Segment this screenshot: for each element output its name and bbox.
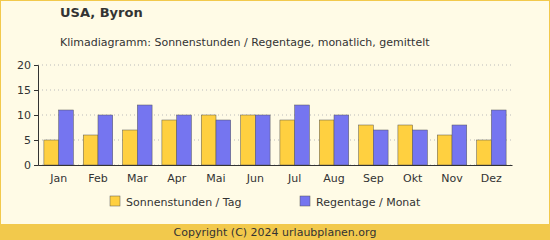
axis-line bbox=[34, 66, 39, 166]
tick: Jul bbox=[287, 165, 301, 185]
grid-line bbox=[38, 90, 512, 91]
tick: 20 bbox=[17, 59, 38, 72]
footer-text: Copyright (C) 2024 urlaubplanen.org bbox=[174, 226, 377, 239]
bar bbox=[413, 130, 428, 165]
bar bbox=[373, 130, 388, 165]
tick-mark bbox=[34, 140, 38, 141]
tick: 5 bbox=[24, 134, 38, 147]
bars bbox=[44, 105, 506, 165]
series bbox=[59, 105, 506, 165]
tick-mark bbox=[34, 90, 38, 91]
tick: Mai bbox=[206, 165, 225, 185]
tick-label: 15 bbox=[17, 84, 31, 97]
tick-label: Aug bbox=[323, 172, 344, 185]
tick-label: Mai bbox=[206, 172, 225, 185]
tick-mark bbox=[34, 165, 38, 166]
tick: Jan bbox=[49, 165, 67, 185]
bar bbox=[201, 115, 216, 165]
legend: Sonnenstunden / Tag Regentage / Monat bbox=[110, 196, 421, 209]
tick: Feb bbox=[88, 165, 107, 185]
legend-label: Sonnenstunden / Tag bbox=[126, 196, 241, 209]
tick-label: 5 bbox=[24, 134, 31, 147]
tick: Nov bbox=[441, 165, 463, 185]
bar bbox=[437, 135, 452, 165]
x-axis: Jan Feb Mar Apr Mai Jun Jul Aug Sep Okt Nov Dez bbox=[39, 165, 513, 185]
legend-swatch bbox=[110, 196, 120, 206]
series bbox=[44, 115, 491, 165]
bar bbox=[216, 120, 231, 165]
tick-label: 0 bbox=[24, 159, 31, 172]
tick-mark bbox=[34, 65, 38, 66]
bar bbox=[452, 125, 467, 165]
tick: Aug bbox=[323, 165, 344, 185]
background bbox=[1, 1, 550, 240]
tick: Mar bbox=[127, 165, 148, 185]
tick: 0 bbox=[24, 159, 38, 172]
bar bbox=[491, 110, 506, 165]
bar bbox=[334, 115, 349, 165]
legend-item: Regentage / Monat bbox=[300, 196, 421, 209]
bar bbox=[137, 105, 152, 165]
bar bbox=[477, 140, 492, 165]
tick: Apr bbox=[167, 165, 187, 185]
tick: 15 bbox=[17, 84, 38, 97]
bar bbox=[255, 115, 270, 165]
tick-label: Jun bbox=[246, 172, 264, 185]
tick: Jun bbox=[246, 165, 264, 185]
bar bbox=[44, 140, 59, 165]
legend-label: Regentage / Monat bbox=[316, 196, 421, 209]
tick-label: Okt bbox=[403, 172, 423, 185]
chart: USA, Byron Klimadiagramm: Sonnenstunden /… bbox=[0, 0, 550, 240]
bar bbox=[59, 110, 74, 165]
bar bbox=[177, 115, 192, 165]
axis-line bbox=[39, 165, 513, 166]
legend-swatch bbox=[300, 196, 310, 206]
tick-label: 10 bbox=[17, 109, 31, 122]
bar bbox=[162, 120, 177, 165]
tick-label: Jul bbox=[287, 172, 301, 185]
tick-label: Feb bbox=[88, 172, 107, 185]
tick-mark bbox=[34, 115, 38, 116]
tick-label: Nov bbox=[441, 172, 463, 185]
title: USA, Byron bbox=[60, 5, 143, 20]
bar bbox=[359, 125, 374, 165]
legend-item: Sonnenstunden / Tag bbox=[110, 196, 241, 209]
grid bbox=[38, 65, 512, 165]
tick-label: Mar bbox=[127, 172, 148, 185]
bar bbox=[398, 125, 413, 165]
tick-label: 20 bbox=[17, 59, 31, 72]
tick-label: Apr bbox=[167, 172, 187, 185]
bar bbox=[83, 135, 98, 165]
tick-label: Dez bbox=[481, 172, 502, 185]
tick-label: Sep bbox=[363, 172, 384, 185]
tick: 10 bbox=[17, 109, 38, 122]
tick-label: Jan bbox=[49, 172, 67, 185]
y-axis: 0 5 10 15 20 bbox=[17, 59, 39, 172]
footer-band bbox=[0, 224, 550, 240]
tick: Dez bbox=[481, 165, 502, 185]
grid-line bbox=[38, 65, 512, 66]
bar bbox=[295, 105, 310, 165]
bar bbox=[241, 115, 256, 165]
tick: Okt bbox=[403, 165, 423, 185]
tick: Sep bbox=[363, 165, 384, 185]
bar bbox=[319, 120, 334, 165]
bar bbox=[123, 130, 138, 165]
bar bbox=[280, 120, 295, 165]
bar bbox=[98, 115, 113, 165]
subtitle: Klimadiagramm: Sonnenstunden / Regentage… bbox=[60, 36, 430, 49]
